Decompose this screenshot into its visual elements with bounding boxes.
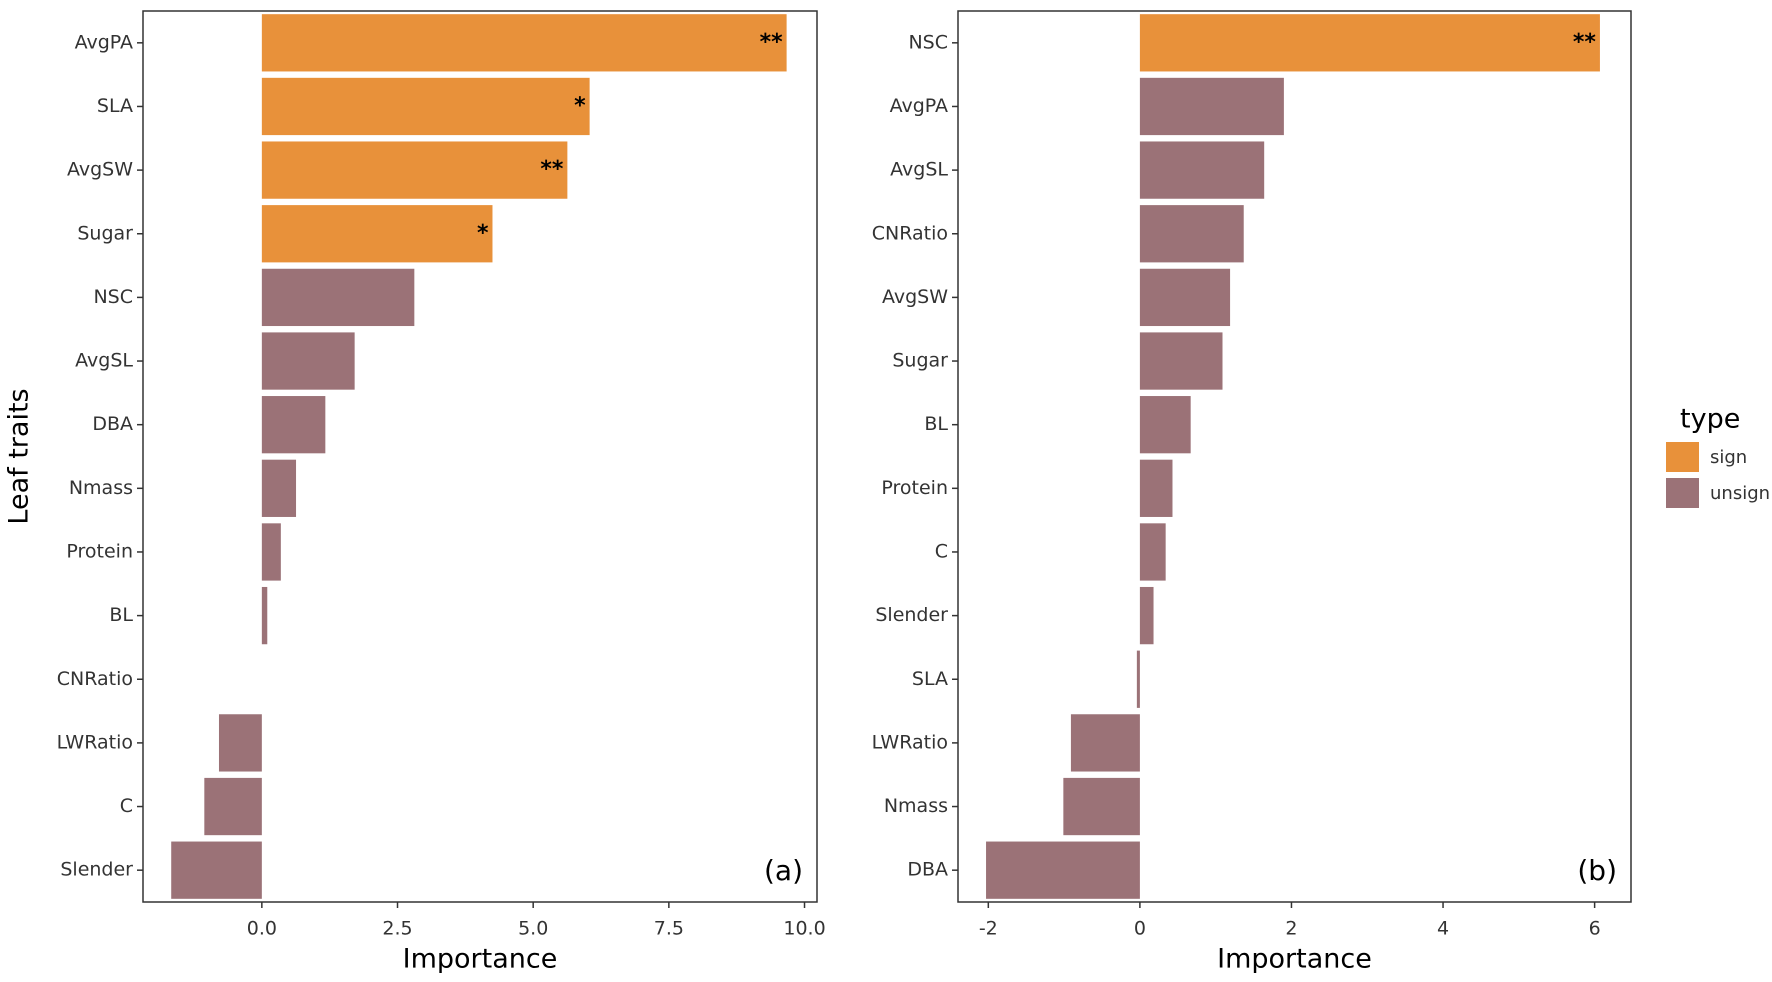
bar xyxy=(1070,714,1140,772)
category-label: AvgSL xyxy=(890,159,948,181)
x-axis-title: Importance xyxy=(403,944,558,975)
significance-mark: * xyxy=(574,93,586,118)
bar xyxy=(1136,650,1140,708)
x-axis-title: Importance xyxy=(1217,944,1372,975)
category-label: Slender xyxy=(875,604,948,626)
bar xyxy=(1139,396,1191,454)
significance-mark: ** xyxy=(760,30,784,55)
x-tick-label: 4 xyxy=(1437,918,1449,940)
bar xyxy=(261,205,493,263)
bar xyxy=(261,332,355,390)
category-label: Protein xyxy=(881,477,948,499)
bar xyxy=(1139,205,1244,263)
legend-title: type xyxy=(1680,404,1740,435)
category-label: AvgSW xyxy=(882,286,948,308)
category-label: CNRatio xyxy=(872,222,948,244)
category-label: Protein xyxy=(66,540,133,562)
x-tick-label: 2 xyxy=(1285,918,1297,940)
bar xyxy=(1139,459,1173,517)
bar xyxy=(261,14,787,72)
plot-frame xyxy=(957,10,1632,903)
bar xyxy=(261,396,326,454)
x-tick-label: 10.0 xyxy=(783,918,825,940)
legend-label: unsign xyxy=(1710,483,1770,504)
category-label: Sugar xyxy=(77,222,133,244)
y-axis-title: Leaf traits xyxy=(4,388,35,524)
bar xyxy=(171,841,262,899)
category-label: BL xyxy=(924,413,948,435)
bar xyxy=(261,459,297,517)
bar xyxy=(1139,268,1231,327)
bar xyxy=(204,777,262,836)
category-label: CNRatio xyxy=(57,668,133,690)
category-label: BL xyxy=(109,604,133,626)
x-tick-label: 0 xyxy=(1134,918,1146,940)
bar xyxy=(261,586,268,645)
category-label: AvgPA xyxy=(75,31,133,53)
category-label: AvgSW xyxy=(67,159,133,181)
category-label: AvgPA xyxy=(890,95,948,117)
significance-mark: ** xyxy=(540,157,564,182)
panel-tag: (a) xyxy=(764,854,803,887)
x-tick-label: 6 xyxy=(1589,918,1601,940)
category-label: SLA xyxy=(912,668,948,690)
bar xyxy=(1139,77,1284,136)
bar xyxy=(1139,141,1265,199)
significance-mark: * xyxy=(477,221,489,246)
panel-tag: (b) xyxy=(1577,854,1617,887)
legend-swatch xyxy=(1666,442,1699,472)
category-label: AvgSL xyxy=(75,350,133,372)
bar xyxy=(986,841,1140,899)
category-label: NSC xyxy=(93,286,133,308)
bar xyxy=(261,141,568,199)
category-label: LWRatio xyxy=(57,731,133,753)
category-label: SLA xyxy=(97,95,133,117)
x-tick-label: 2.5 xyxy=(382,918,412,940)
x-tick-label: 5.0 xyxy=(518,918,548,940)
category-label: Slender xyxy=(60,859,133,881)
category-label: Nmass xyxy=(884,795,948,817)
bar xyxy=(1139,14,1600,72)
significance-mark: ** xyxy=(1573,30,1597,55)
category-label: NSC xyxy=(908,31,948,53)
bar xyxy=(1063,777,1140,836)
bar xyxy=(261,77,590,136)
category-label: DBA xyxy=(907,859,948,881)
category-label: C xyxy=(120,795,133,817)
x-tick-label: -2 xyxy=(979,918,998,940)
x-tick-label: 0.0 xyxy=(247,918,277,940)
bar xyxy=(218,714,262,772)
category-label: DBA xyxy=(92,413,133,435)
bar xyxy=(1139,523,1166,581)
category-label: LWRatio xyxy=(872,731,948,753)
bar xyxy=(1139,586,1154,645)
bar xyxy=(261,268,415,327)
bar xyxy=(1139,332,1223,390)
category-label: C xyxy=(935,540,948,562)
x-tick-label: 7.5 xyxy=(654,918,684,940)
category-label: Nmass xyxy=(69,477,133,499)
legend-swatch xyxy=(1666,478,1699,508)
plot-frame xyxy=(142,10,818,903)
bar xyxy=(261,523,281,581)
category-label: Sugar xyxy=(892,350,948,372)
legend-label: sign xyxy=(1710,447,1747,468)
